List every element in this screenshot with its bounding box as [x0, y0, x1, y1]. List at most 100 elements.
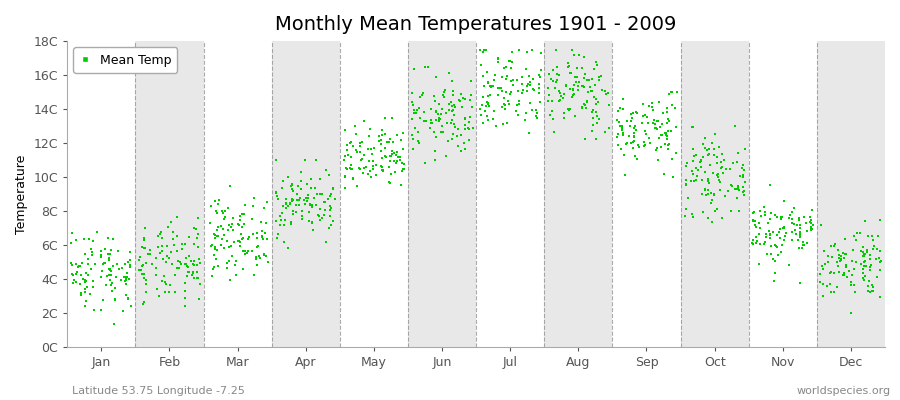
- Point: [247, 272, 261, 278]
- Point: [728, 186, 742, 192]
- Point: [79, 298, 94, 304]
- Point: [214, 222, 229, 229]
- Point: [87, 261, 102, 267]
- Point: [464, 92, 479, 98]
- Point: [193, 260, 207, 266]
- Point: [279, 205, 293, 212]
- Point: [580, 77, 594, 84]
- Point: [191, 214, 205, 221]
- Point: [249, 234, 264, 241]
- Point: [338, 164, 353, 171]
- Point: [305, 218, 320, 225]
- Point: [340, 142, 355, 148]
- Point: [103, 277, 117, 284]
- Point: [424, 106, 438, 112]
- Point: [545, 67, 560, 73]
- Point: [491, 84, 506, 91]
- Point: [577, 84, 591, 90]
- Point: [660, 105, 674, 111]
- Point: [694, 158, 708, 164]
- Point: [578, 102, 592, 108]
- Point: [304, 204, 319, 210]
- Point: [837, 255, 851, 261]
- Point: [260, 236, 274, 242]
- Point: [788, 231, 803, 237]
- Point: [97, 260, 112, 266]
- Point: [463, 114, 477, 120]
- Point: [480, 112, 494, 119]
- Point: [191, 231, 205, 237]
- Point: [601, 102, 616, 108]
- Point: [158, 280, 173, 287]
- Point: [395, 146, 410, 152]
- Point: [791, 236, 806, 243]
- Point: [137, 234, 151, 241]
- Point: [251, 253, 266, 259]
- Point: [383, 170, 398, 177]
- Point: [118, 278, 132, 284]
- Point: [483, 92, 498, 98]
- Point: [649, 146, 663, 153]
- Point: [378, 152, 392, 159]
- Point: [189, 226, 203, 233]
- Point: [781, 262, 796, 269]
- Point: [418, 160, 433, 166]
- Point: [681, 195, 696, 201]
- Point: [86, 278, 101, 284]
- Point: [205, 273, 220, 280]
- Point: [385, 148, 400, 155]
- Point: [313, 216, 328, 223]
- Point: [286, 196, 301, 203]
- Point: [137, 236, 151, 243]
- Point: [365, 166, 380, 172]
- Point: [162, 288, 176, 295]
- Point: [103, 266, 117, 272]
- Point: [292, 183, 306, 189]
- Point: [444, 99, 458, 106]
- Point: [238, 248, 253, 254]
- Point: [684, 178, 698, 184]
- Point: [326, 186, 340, 192]
- Point: [76, 275, 90, 282]
- Point: [118, 260, 132, 267]
- Point: [613, 104, 627, 111]
- Point: [103, 250, 117, 257]
- Point: [770, 214, 784, 221]
- Point: [693, 157, 707, 163]
- Point: [175, 245, 189, 252]
- Point: [824, 289, 839, 296]
- Point: [719, 166, 733, 172]
- Point: [79, 270, 94, 276]
- Point: [162, 255, 176, 261]
- Point: [69, 261, 84, 267]
- Point: [294, 208, 309, 214]
- Point: [510, 88, 525, 94]
- Point: [830, 284, 844, 290]
- Point: [177, 303, 192, 309]
- Point: [576, 83, 590, 90]
- Point: [155, 248, 169, 254]
- Point: [67, 277, 81, 283]
- Point: [749, 240, 763, 246]
- Point: [120, 274, 134, 281]
- Point: [107, 321, 122, 327]
- Point: [652, 135, 666, 141]
- Point: [226, 227, 240, 233]
- Point: [290, 191, 304, 197]
- Point: [689, 152, 704, 159]
- Point: [562, 106, 577, 112]
- Point: [569, 79, 583, 85]
- Point: [778, 230, 793, 236]
- Point: [706, 170, 720, 176]
- Point: [382, 180, 397, 186]
- Point: [749, 224, 763, 230]
- Point: [768, 242, 782, 248]
- Point: [353, 166, 367, 172]
- Point: [774, 216, 788, 222]
- Point: [171, 264, 185, 271]
- Point: [404, 98, 419, 105]
- Point: [481, 116, 495, 123]
- Point: [520, 83, 535, 90]
- Point: [260, 259, 274, 266]
- Point: [645, 100, 660, 106]
